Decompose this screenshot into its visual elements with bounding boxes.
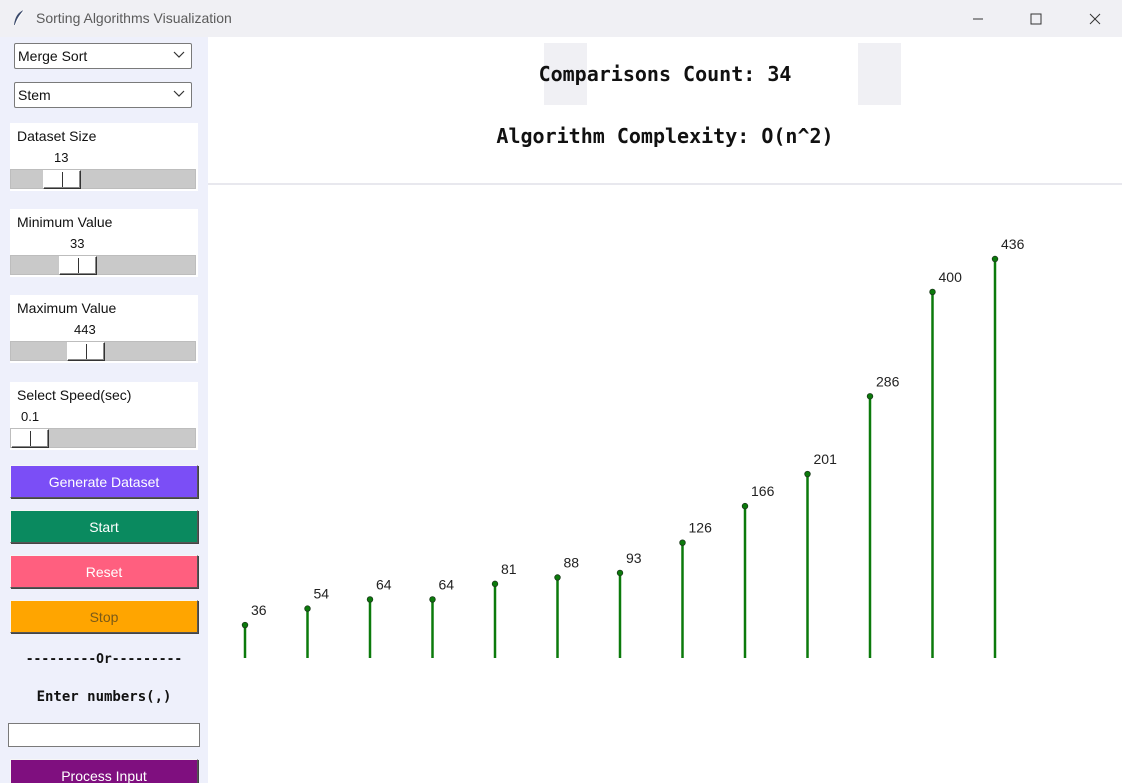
- control-sidebar: Merge Sort Stem Dataset Size 13 Minimum …: [0, 37, 208, 783]
- stem-marker: [304, 605, 311, 612]
- stem-marker: [241, 621, 249, 629]
- start-button[interactable]: Start: [10, 510, 198, 543]
- dataset-size-value: 13: [54, 150, 69, 165]
- stem-marker: [741, 502, 749, 510]
- enter-numbers-label: Enter numbers(,): [36, 689, 172, 705]
- header-box-right: [858, 43, 901, 105]
- minimum-value-slider-thumb[interactable]: [59, 256, 97, 275]
- feather-icon: [14, 9, 25, 26]
- algorithm-select-value: Merge Sort: [18, 48, 88, 64]
- stem-value-label: 126: [689, 520, 713, 536]
- dataset-size-label: Dataset Size: [17, 128, 97, 144]
- chart-type-select[interactable]: Stem: [14, 82, 192, 108]
- minimize-icon[interactable]: [955, 0, 1001, 37]
- speed-slider[interactable]: [10, 428, 196, 448]
- header-box-left: [544, 43, 587, 105]
- minimum-value-panel: Minimum Value 33: [10, 209, 198, 277]
- minimum-value-slider[interactable]: [10, 255, 196, 275]
- stem-marker: [991, 255, 999, 263]
- stem-value-label: 81: [501, 561, 517, 577]
- stem-value-label: 400: [939, 269, 963, 285]
- reset-button[interactable]: Reset: [10, 555, 198, 588]
- chart-type-select-value: Stem: [18, 87, 51, 103]
- stem-value-label: 64: [376, 576, 392, 592]
- comparisons-count: Comparisons Count: 34: [538, 62, 792, 86]
- dataset-size-panel: Dataset Size 13: [10, 123, 198, 191]
- window-title: Sorting Algorithms Visualization: [36, 10, 232, 26]
- speed-slider-thumb[interactable]: [11, 429, 49, 448]
- maximum-value-value: 443: [74, 322, 96, 337]
- maximum-value-slider-thumb[interactable]: [67, 342, 105, 361]
- stem-value-label: 166: [751, 483, 775, 499]
- close-icon[interactable]: [1072, 0, 1118, 37]
- stem-marker: [491, 580, 499, 588]
- stem-value-label: 436: [1001, 236, 1025, 252]
- maximize-icon[interactable]: [1013, 0, 1059, 37]
- process-input-button[interactable]: Process Input: [10, 759, 198, 783]
- or-separator: ---------Or---------: [25, 652, 183, 667]
- speed-label: Select Speed(sec): [17, 387, 132, 403]
- stem-marker: [366, 596, 374, 603]
- stem-value-label: 286: [876, 373, 900, 389]
- stem-value-label: 64: [439, 576, 455, 592]
- maximum-value-panel: Maximum Value 443: [10, 295, 198, 363]
- algorithm-complexity: Algorithm Complexity: O(n^2): [496, 124, 834, 148]
- stem-value-label: 201: [814, 451, 838, 467]
- stop-button[interactable]: Stop: [10, 600, 198, 633]
- maximum-value-label: Maximum Value: [17, 300, 117, 316]
- stem-value-label: 36: [251, 602, 267, 618]
- title-bar: Sorting Algorithms Visualization: [0, 0, 1122, 37]
- chevron-down-icon: [173, 90, 185, 97]
- speed-value: 0.1: [21, 409, 40, 424]
- maximum-value-slider[interactable]: [10, 341, 196, 361]
- minimum-value-value: 33: [70, 236, 85, 251]
- numbers-input[interactable]: [8, 723, 200, 747]
- stem-marker: [679, 539, 686, 546]
- stem-chart: 36 54 64 64 81 88 93 126 166 201 286 400 436: [208, 186, 1122, 783]
- stem-marker: [866, 393, 874, 400]
- dataset-size-slider[interactable]: [10, 169, 196, 189]
- stem-marker: [554, 574, 561, 581]
- stem-marker: [929, 288, 936, 296]
- algorithm-select[interactable]: Merge Sort: [14, 43, 192, 69]
- stem-value-label: 54: [314, 586, 330, 602]
- dataset-size-slider-thumb[interactable]: [43, 170, 81, 189]
- stem-chart-svg: 36 54 64 64 81 88 93 126 166 201 286 400 436: [241, 236, 1025, 658]
- chevron-down-icon: [173, 51, 185, 58]
- stem-marker: [429, 596, 436, 603]
- stem-value-label: 93: [626, 550, 642, 566]
- stats-header: Comparisons Count: 34 Algorithm Complexi…: [208, 37, 1122, 185]
- speed-panel: Select Speed(sec) 0.1: [10, 382, 198, 450]
- stem-marker: [616, 569, 624, 577]
- stem-marker: [804, 470, 811, 478]
- stem-value-label: 88: [564, 554, 580, 570]
- minimum-value-label: Minimum Value: [17, 214, 113, 230]
- generate-dataset-button[interactable]: Generate Dataset: [10, 465, 198, 498]
